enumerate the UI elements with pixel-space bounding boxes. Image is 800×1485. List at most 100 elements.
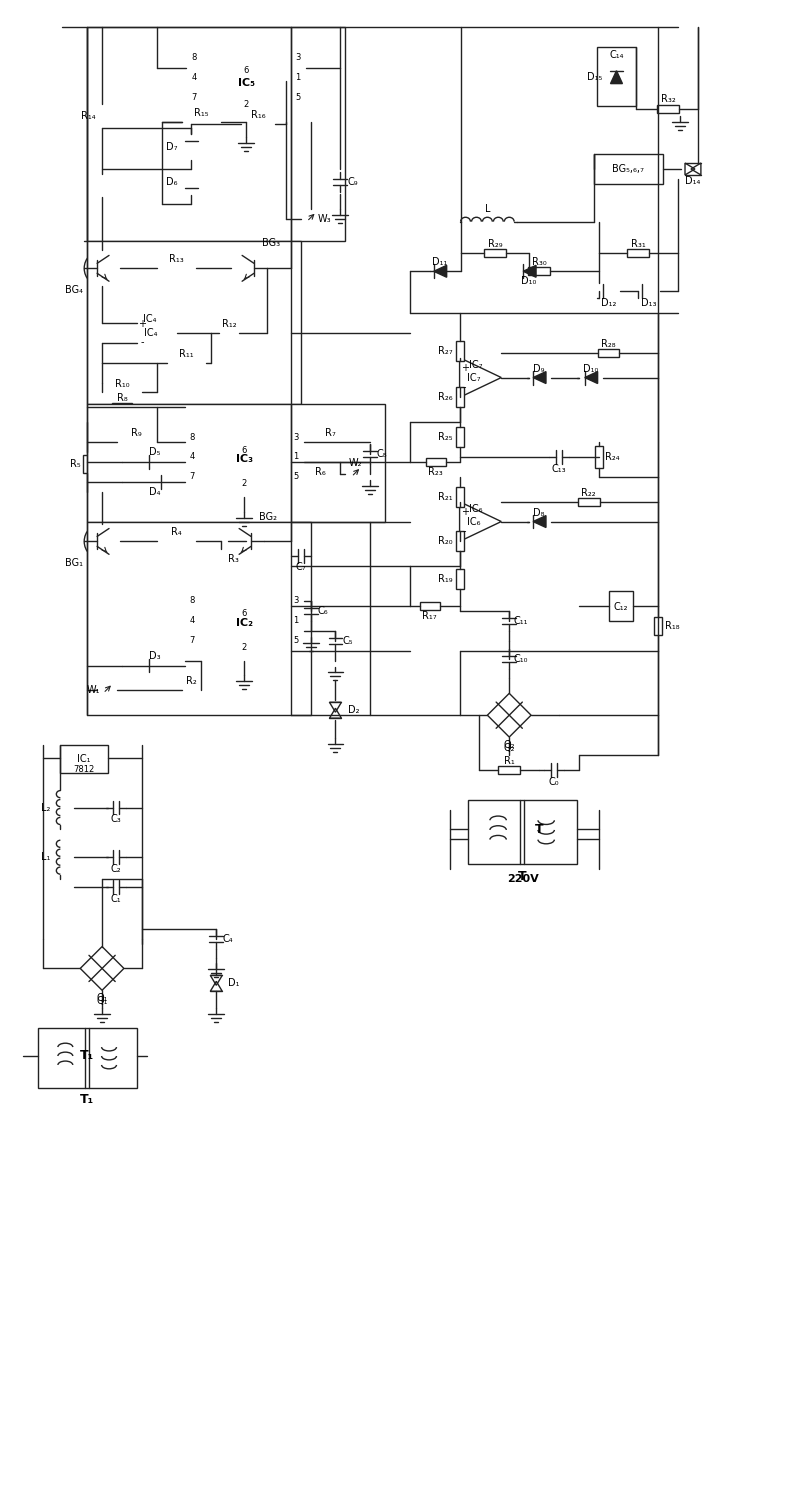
- Text: L₁: L₁: [41, 852, 50, 863]
- Bar: [60, 745, 108, 772]
- Text: IC₇: IC₇: [469, 359, 482, 370]
- Text: -: -: [140, 337, 143, 347]
- Bar: [112, 389, 132, 396]
- Text: 7: 7: [192, 94, 197, 102]
- Text: 7: 7: [190, 472, 195, 481]
- Text: R₃₀: R₃₀: [532, 257, 546, 267]
- Text: 1: 1: [295, 73, 300, 82]
- Text: 7: 7: [190, 636, 195, 644]
- Text: 8: 8: [190, 432, 195, 441]
- Text: L₂: L₂: [41, 802, 50, 812]
- Bar: [87, 27, 346, 241]
- Text: 4: 4: [190, 453, 195, 462]
- Text: R₁₅: R₁₅: [194, 108, 209, 119]
- Text: C₆: C₆: [318, 606, 328, 616]
- Text: D₁₂: D₁₂: [601, 298, 616, 307]
- Bar: [97, 686, 117, 695]
- Bar: [83, 454, 91, 472]
- Text: IC₁: IC₁: [78, 754, 91, 763]
- Polygon shape: [523, 266, 536, 278]
- Text: R₈: R₈: [117, 394, 127, 404]
- Text: -: -: [462, 527, 466, 536]
- Bar: [456, 342, 463, 361]
- Text: C₇: C₇: [295, 563, 306, 572]
- Text: +: +: [461, 506, 469, 517]
- Bar: [112, 404, 132, 411]
- Text: R₁₃: R₁₃: [169, 254, 184, 264]
- Text: IC₃: IC₃: [235, 454, 253, 465]
- Text: T: T: [518, 870, 526, 882]
- Text: IC₄: IC₄: [144, 328, 158, 339]
- Text: C₁₀: C₁₀: [514, 653, 529, 664]
- Text: R₂₂: R₂₂: [582, 487, 596, 497]
- Text: 4: 4: [192, 73, 197, 82]
- Text: C₅: C₅: [342, 636, 353, 646]
- Text: C₁₂: C₁₂: [614, 601, 628, 612]
- Polygon shape: [610, 71, 622, 83]
- Bar: [498, 766, 520, 774]
- Bar: [127, 438, 146, 446]
- Text: Q₁: Q₁: [96, 993, 108, 1004]
- Text: 3: 3: [293, 597, 298, 606]
- Text: D₂: D₂: [347, 705, 359, 716]
- Text: -: -: [462, 383, 466, 392]
- Bar: [627, 249, 650, 257]
- Bar: [654, 616, 662, 634]
- Text: T₁: T₁: [80, 1093, 94, 1106]
- Text: 3: 3: [293, 432, 298, 441]
- Bar: [456, 428, 463, 447]
- Text: C₉: C₉: [347, 177, 358, 187]
- Bar: [219, 328, 239, 337]
- Bar: [528, 267, 550, 275]
- Bar: [594, 446, 602, 468]
- Text: C₂: C₂: [110, 864, 122, 875]
- Text: R₁₇: R₁₇: [422, 610, 437, 621]
- Text: D₁₃: D₁₃: [641, 298, 656, 307]
- Text: R₁₉: R₁₉: [438, 575, 453, 584]
- Text: Q₂: Q₂: [503, 740, 515, 750]
- Text: R₁₈: R₁₈: [665, 621, 679, 631]
- Bar: [420, 601, 440, 610]
- Bar: [456, 569, 463, 590]
- Text: R₂₁: R₂₁: [438, 492, 453, 502]
- Text: D₁₅: D₁₅: [587, 71, 602, 82]
- Text: C₄: C₄: [223, 934, 234, 943]
- Text: D₁: D₁: [229, 979, 240, 989]
- Bar: [310, 457, 330, 466]
- Text: IC₆: IC₆: [467, 517, 481, 527]
- Text: Q₁: Q₁: [96, 996, 108, 1007]
- Bar: [346, 469, 366, 478]
- Text: 7812: 7812: [74, 765, 95, 774]
- Text: R₃₁: R₃₁: [631, 239, 646, 249]
- Text: R₃: R₃: [228, 554, 238, 564]
- Text: BG₁: BG₁: [66, 558, 83, 569]
- Text: 6: 6: [242, 609, 246, 618]
- Bar: [166, 264, 186, 272]
- Text: D₁₄: D₁₄: [686, 175, 701, 186]
- Text: BG₃: BG₃: [262, 239, 280, 248]
- Polygon shape: [533, 371, 546, 383]
- Text: D₃: D₃: [149, 650, 161, 661]
- Bar: [301, 215, 321, 223]
- Text: C₃: C₃: [110, 814, 122, 824]
- Text: R₃₂: R₃₂: [661, 95, 675, 104]
- Text: BG₅,₆,₇: BG₅,₆,₇: [613, 163, 644, 174]
- Text: R₆: R₆: [315, 466, 326, 477]
- Bar: [182, 686, 202, 695]
- Polygon shape: [149, 456, 162, 468]
- Bar: [456, 532, 463, 551]
- Text: R₂₉: R₂₉: [488, 239, 502, 249]
- Polygon shape: [434, 266, 446, 278]
- Bar: [609, 591, 634, 621]
- Text: R₂₇: R₂₇: [438, 346, 453, 356]
- Text: Q₂: Q₂: [503, 742, 515, 753]
- Bar: [578, 497, 600, 506]
- Text: BG₂: BG₂: [259, 511, 277, 521]
- Text: R₂₃: R₂₃: [428, 466, 443, 477]
- Text: W₁: W₁: [86, 686, 100, 695]
- Text: R₂: R₂: [186, 677, 197, 686]
- Text: 5: 5: [293, 472, 298, 481]
- Bar: [597, 48, 636, 107]
- Polygon shape: [186, 141, 198, 154]
- Text: 2: 2: [242, 480, 246, 489]
